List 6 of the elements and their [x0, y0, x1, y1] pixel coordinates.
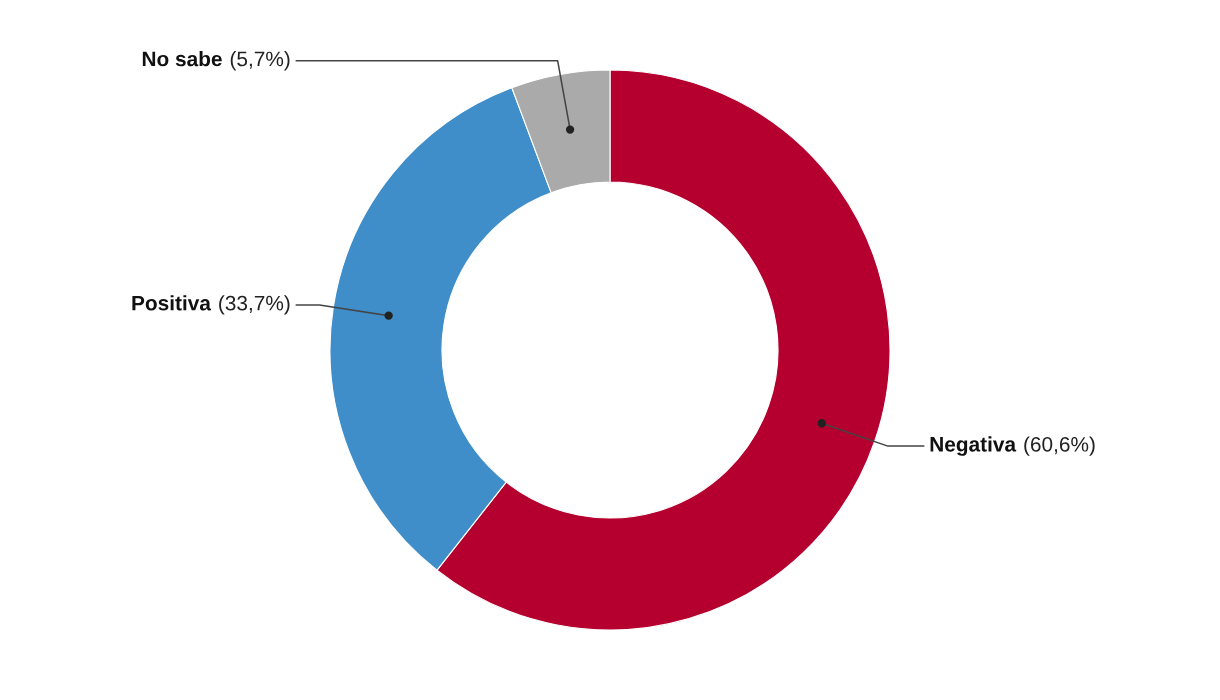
slice-label: Negativa	[930, 436, 1017, 456]
data-label: (60,6%)	[1024, 436, 1095, 456]
data-label: (5,7%)	[230, 50, 290, 71]
data-label: (33,7%)	[219, 295, 290, 315]
slice-label: Positiva	[132, 295, 212, 311]
slice-label: No sabe	[142, 50, 222, 67]
